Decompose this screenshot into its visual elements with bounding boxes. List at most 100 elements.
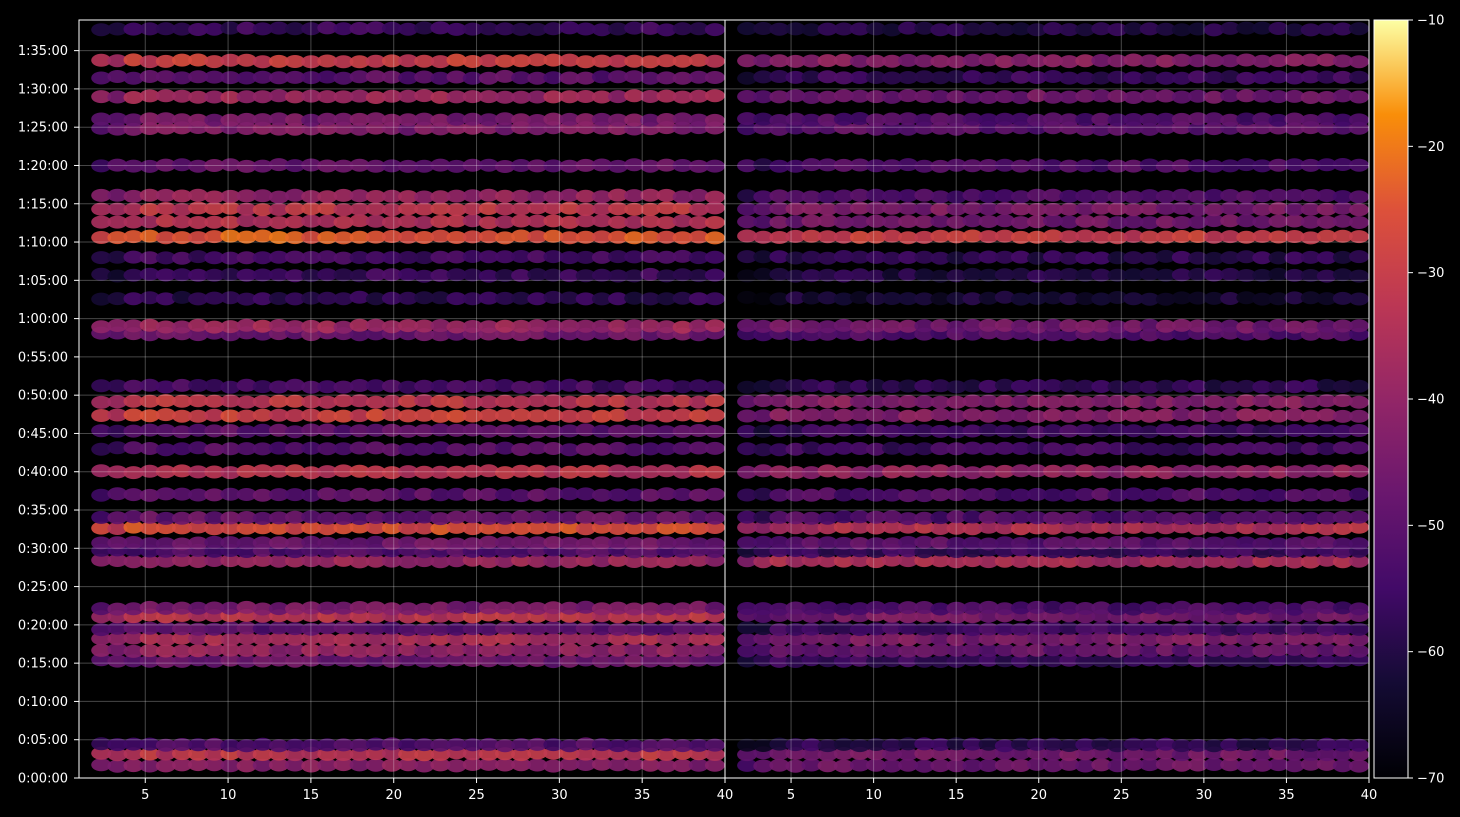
heatmap-cell [511,250,532,263]
heatmap-cell [1155,654,1176,668]
heatmap-cell [333,489,354,502]
heatmap-cell [220,21,241,35]
heatmap-cell [527,510,548,524]
heatmap-cell [1091,536,1112,550]
heatmap-cell [1188,487,1208,501]
heatmap-cell [1027,215,1047,229]
heatmap-cell [898,215,919,228]
heatmap-cell [333,511,354,525]
heatmap-cell [882,122,902,136]
heatmap-cell [1043,379,1063,393]
heatmap-cell [543,424,564,438]
heatmap-cell [1332,409,1353,423]
heatmap-cell [575,609,596,623]
heatmap-cell [123,737,144,751]
heatmap-cell [591,230,612,244]
heatmap-cell [1171,23,1192,37]
heatmap-cell [575,203,596,216]
heatmap-cell [1220,113,1241,127]
heatmap-cell [446,443,467,457]
heatmap-cell [1027,621,1047,635]
heatmap-cell [1107,394,1128,408]
heatmap-cell [1252,631,1273,645]
heatmap-cell [608,643,628,657]
heatmap-cell [849,188,870,202]
heatmap-cell [769,319,790,333]
heatmap-cell [107,319,128,332]
heatmap-cell [1300,320,1321,334]
heatmap-cell [785,488,806,502]
heatmap-cell [1349,409,1369,423]
heatmap-cell [591,380,612,394]
heatmap-cell [1300,395,1321,409]
heatmap-cell [1220,758,1241,772]
heatmap-cell [946,759,967,773]
heatmap-cell [1332,291,1353,305]
heatmap-cell [1010,159,1031,173]
heatmap-cell [414,738,435,752]
heatmap-cell [1252,21,1273,35]
heatmap-cell [1091,159,1112,173]
heatmap-cell [914,654,935,668]
heatmap-cell [1123,554,1144,568]
heatmap-cell [608,622,628,636]
heatmap-cell [1252,537,1273,551]
heatmap-cell [1332,555,1353,569]
heatmap-cell [946,113,967,127]
heatmap-cell [946,380,967,394]
heatmap-cell [833,292,854,306]
heatmap-cell [575,319,596,333]
heatmap-cell [898,201,919,215]
heatmap-cell [236,90,257,104]
heatmap-cell [349,112,370,126]
heatmap-cell [624,488,645,502]
heatmap-cell [559,511,580,525]
heatmap-cell [172,537,192,551]
heatmap-cell [527,250,548,264]
heatmap-cell [1027,203,1047,216]
heatmap-cell [252,380,273,394]
heatmap-cell [978,71,999,85]
heatmap-cell [849,22,870,36]
heatmap-cell [785,632,806,646]
heatmap-cell [381,554,402,568]
heatmap-cell [1010,216,1031,230]
heatmap-cell [398,71,419,85]
heatmap-cell [1268,380,1289,394]
heatmap-cell [785,643,806,657]
heatmap-cell [511,159,532,172]
heatmap-cell [624,622,645,636]
heatmap-cell [801,408,822,422]
heatmap-cell [495,189,515,203]
heatmap-cell [381,511,402,525]
heatmap-cell [1332,632,1353,646]
heatmap-cell [1284,89,1305,103]
heatmap-cell [301,291,322,305]
heatmap-cell [495,379,515,392]
heatmap-cell [1316,319,1337,333]
heatmap-cell [672,643,693,657]
heatmap-cell [1268,424,1289,438]
heatmap-cell [866,395,886,409]
heatmap-cell [1139,488,1160,502]
heatmap-cell [688,553,709,567]
heatmap-cell [914,622,935,636]
heatmap-cell [753,380,774,393]
heatmap-cell [1300,269,1321,282]
heatmap-cell [930,554,951,568]
heatmap-cell [1010,537,1031,550]
heatmap-cell [1349,269,1369,283]
heatmap-cells [91,21,1369,773]
heatmap-cell [155,408,176,422]
heatmap-cell [1059,251,1080,265]
heatmap-cell [656,759,677,773]
heatmap-cell [817,521,838,535]
heatmap-cell [688,537,709,551]
heatmap-cell [914,113,935,127]
heatmap-cell [688,22,709,36]
heatmap-cell [624,54,645,68]
heatmap-cell [511,113,532,127]
heatmap-cell [898,319,919,333]
heatmap-cell [849,121,870,135]
heatmap-cell [1284,202,1305,216]
